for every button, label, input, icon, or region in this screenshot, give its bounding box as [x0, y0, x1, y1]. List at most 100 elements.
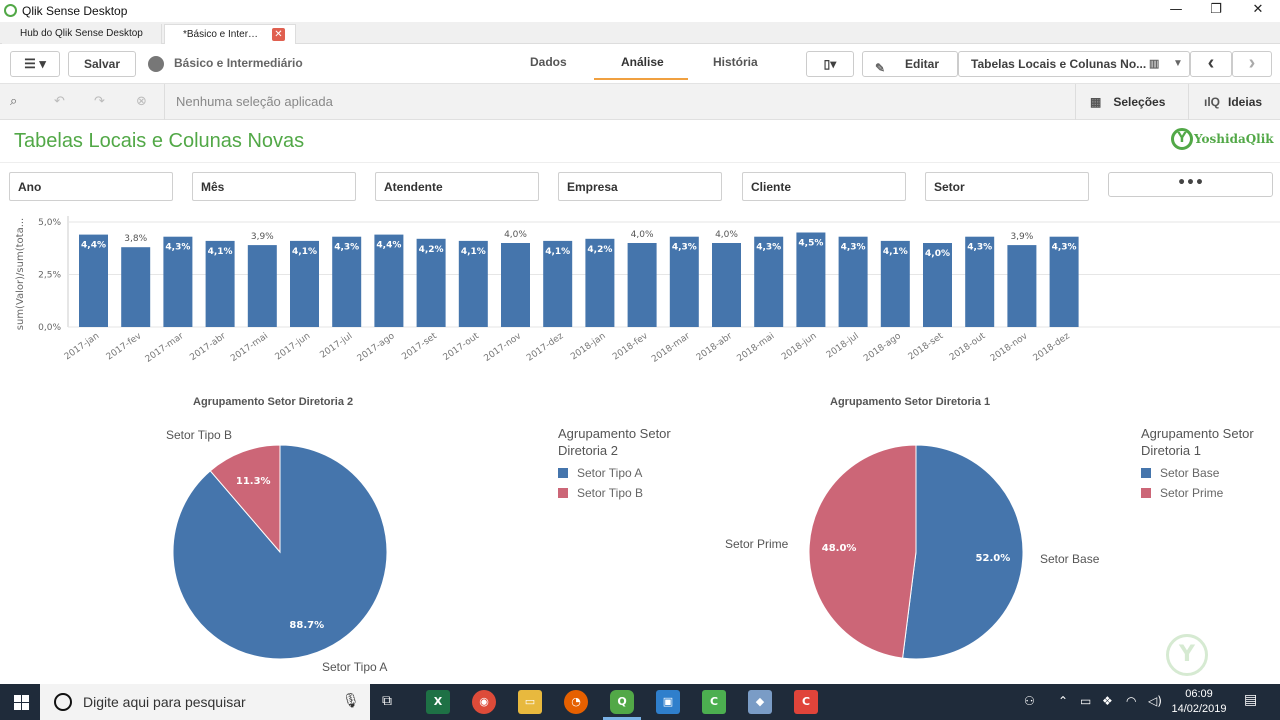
pie-outer-label: Setor Tipo A: [322, 660, 388, 674]
pie-slice[interactable]: [172, 444, 388, 660]
bookmark-button[interactable]: ▯▾: [806, 51, 854, 77]
filter-cliente[interactable]: Cliente: [742, 172, 906, 201]
firefox-icon[interactable]: ◔: [564, 690, 588, 714]
filter-empresa[interactable]: Empresa: [558, 172, 722, 201]
next-sheet-button[interactable]: ›: [1232, 51, 1272, 77]
bar[interactable]: [965, 236, 995, 327]
more-filters-button[interactable]: •••: [1108, 172, 1273, 197]
bar[interactable]: [79, 234, 108, 327]
y-axis-title: sum(Valor)/sum(tota...: [15, 218, 26, 330]
task-view-icon[interactable]: ⧉: [382, 693, 392, 709]
legend-swatch: [558, 488, 568, 498]
step-back-icon[interactable]: ↶: [54, 94, 65, 109]
microphone-icon[interactable]: 🎙: [342, 693, 360, 709]
bar-data-label: 3,8%: [124, 234, 147, 244]
pie-slice-label: 48.0%: [822, 543, 857, 554]
bar[interactable]: [332, 236, 362, 327]
volume-icon[interactable]: ◁): [1148, 694, 1162, 708]
x-tick-label: 2018-abr: [695, 331, 735, 363]
bar[interactable]: [923, 243, 952, 327]
y-tick-label: 2,5%: [38, 271, 61, 281]
selections-button[interactable]: ▦ Seleções: [1090, 84, 1165, 120]
pie-slice[interactable]: [808, 444, 917, 659]
previous-sheet-button[interactable]: ‹: [1190, 51, 1232, 77]
battery-icon[interactable]: ▭: [1080, 694, 1092, 708]
logo-mark: Y: [1171, 128, 1193, 150]
chevron-up-icon[interactable]: ⌃: [1058, 694, 1069, 708]
minimize-button[interactable]: —: [1169, 2, 1183, 17]
pie-chart-title: Agrupamento Setor Diretoria 2: [193, 396, 354, 408]
sheet-selector[interactable]: Tabelas Locais e Colunas No... ▥ ▼: [958, 51, 1190, 77]
bar[interactable]: [290, 240, 319, 327]
bar[interactable]: [880, 240, 910, 327]
app-icon[interactable]: ▣: [656, 690, 680, 714]
bar-data-label: 4,4%: [81, 241, 106, 251]
app-icon[interactable]: ◆: [748, 690, 772, 714]
filter-ano[interactable]: Ano: [9, 172, 173, 201]
bar[interactable]: [1049, 236, 1079, 327]
filter-setor[interactable]: Setor: [925, 172, 1089, 201]
notifications-icon[interactable]: ▤: [1244, 692, 1258, 708]
pie-chart-diretoria-2: 88.7% 11.3%: [172, 444, 388, 660]
window-title: Qlik Sense Desktop: [22, 4, 128, 18]
qlik-sense-icon[interactable]: Q: [610, 690, 634, 714]
bar[interactable]: [163, 236, 193, 327]
excel-icon[interactable]: X: [426, 690, 450, 714]
close-window-button[interactable]: ✕: [1252, 2, 1264, 17]
smart-search-icon[interactable]: ⌕: [10, 94, 18, 109]
bar[interactable]: [1007, 245, 1037, 327]
bar[interactable]: [458, 240, 488, 327]
file-explorer-icon[interactable]: ▭: [518, 690, 542, 714]
bar[interactable]: [416, 238, 446, 327]
clear-selections-icon[interactable]: ⊗: [136, 94, 147, 109]
bar-data-label: 4,1%: [545, 247, 570, 257]
recorder-icon[interactable]: C: [794, 690, 818, 714]
filter-mes[interactable]: Mês: [192, 172, 356, 201]
step-forward-icon[interactable]: ↷: [94, 94, 105, 109]
save-button[interactable]: Salvar: [68, 51, 136, 77]
x-tick-label: 2017-out: [442, 331, 482, 363]
chrome-icon[interactable]: ◉: [472, 690, 496, 714]
bar[interactable]: [669, 236, 699, 327]
people-icon[interactable]: ⚇: [1024, 694, 1035, 708]
x-tick-label: 2018-jun: [780, 331, 819, 362]
bar[interactable]: [627, 243, 657, 327]
global-menu-button[interactable]: ☰ ▾: [10, 51, 60, 77]
windows-start-icon[interactable]: [14, 695, 29, 710]
bar[interactable]: [374, 234, 404, 327]
taskbar-search-box[interactable]: Digite aqui para pesquisar 🎙: [40, 684, 370, 720]
bar[interactable]: [585, 238, 615, 327]
bar[interactable]: [796, 232, 826, 328]
tab-app[interactable]: *Básico e Inter… ✕: [164, 24, 296, 44]
nav-tab-dados[interactable]: Dados: [530, 55, 567, 69]
maximize-button[interactable]: ❐: [1210, 2, 1222, 17]
bar[interactable]: [754, 236, 784, 327]
tab-close-icon[interactable]: ✕: [272, 28, 285, 41]
bar[interactable]: [543, 240, 573, 327]
bar[interactable]: [205, 240, 235, 327]
pie-slice[interactable]: [209, 444, 281, 554]
dropbox-icon[interactable]: ❖: [1102, 694, 1113, 708]
legend-swatch: [558, 468, 568, 478]
bar[interactable]: [121, 247, 151, 327]
nav-tab-analise[interactable]: Análise: [621, 55, 664, 69]
bar[interactable]: [501, 243, 530, 327]
tab-hub[interactable]: Hub do Qlik Sense Desktop: [2, 24, 162, 44]
pie-slice[interactable]: [902, 444, 1024, 660]
edit-button[interactable]: ✎ Editar: [862, 51, 958, 77]
app-info-icon[interactable]: [148, 56, 164, 72]
bar[interactable]: [247, 245, 277, 327]
bar-data-label: 4,1%: [208, 247, 233, 257]
wifi-icon[interactable]: ◠: [1126, 694, 1137, 708]
insights-button[interactable]: ılQ Ideias: [1204, 84, 1262, 120]
bar[interactable]: [838, 236, 868, 327]
nav-tab-historia[interactable]: História: [713, 55, 758, 69]
legend-label: Setor Prime: [1160, 486, 1224, 500]
bar[interactable]: [712, 243, 741, 327]
system-clock[interactable]: 06:09 14/02/2019: [1168, 687, 1230, 717]
bar-data-label: 4,3%: [672, 243, 697, 253]
camtasia-icon[interactable]: C: [702, 690, 726, 714]
filter-atendente[interactable]: Atendente: [375, 172, 539, 201]
x-tick-label: 2017-set: [400, 331, 439, 362]
bar-data-label: 4,3%: [756, 243, 781, 253]
